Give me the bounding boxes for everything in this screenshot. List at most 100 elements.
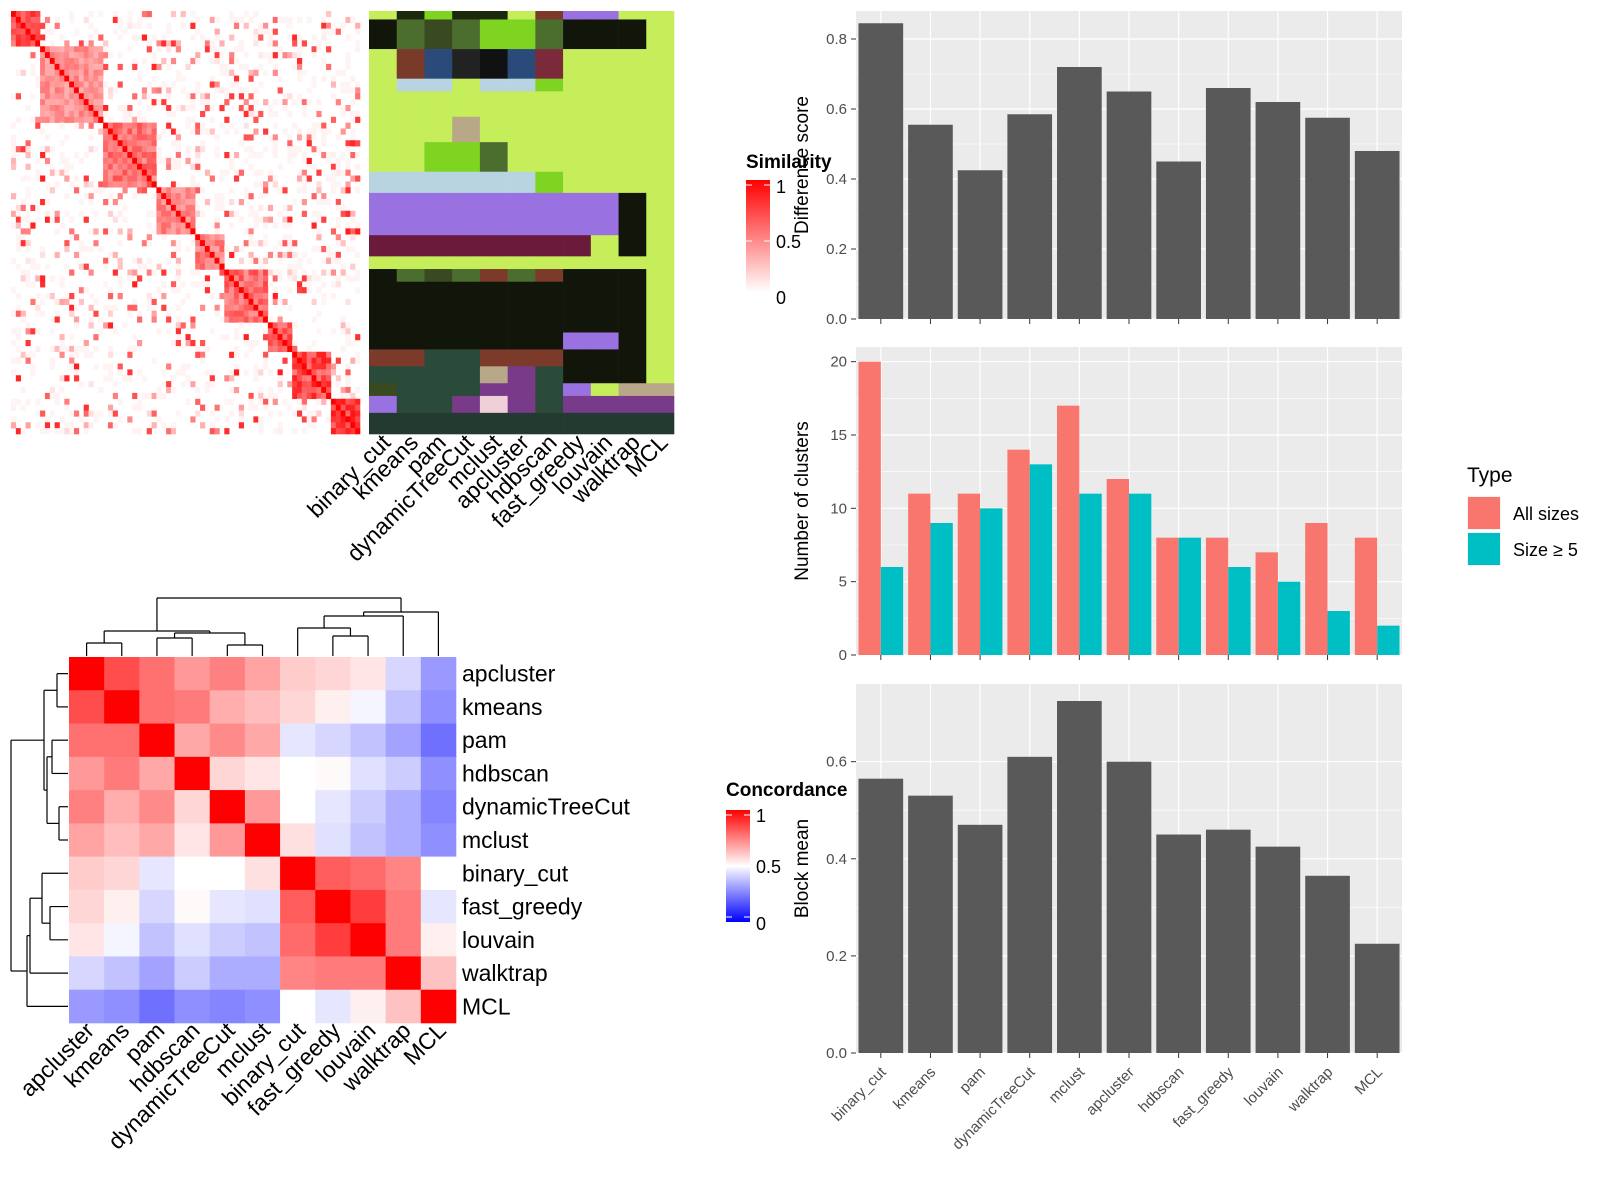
membership-cell bbox=[452, 49, 481, 79]
similarity-cell bbox=[11, 163, 17, 170]
similarity-cell bbox=[132, 140, 138, 147]
similarity-cell bbox=[35, 422, 41, 429]
similarity-cell bbox=[350, 392, 356, 400]
similarity-cell bbox=[93, 93, 99, 100]
similarity-cell bbox=[40, 87, 46, 94]
similarity-cell bbox=[59, 351, 65, 358]
similarity-cell bbox=[287, 140, 293, 147]
similarity-cell bbox=[248, 340, 254, 347]
membership-cell bbox=[479, 192, 508, 236]
similarity-cell bbox=[287, 234, 293, 241]
similarity-cell bbox=[316, 228, 322, 235]
similarity-cell bbox=[229, 310, 235, 317]
bar bbox=[1106, 479, 1129, 655]
similarity-cell bbox=[54, 316, 60, 323]
similarity-cell bbox=[301, 351, 307, 358]
similarity-heatmap bbox=[11, 11, 361, 435]
bar bbox=[1156, 537, 1179, 655]
similarity-cell bbox=[44, 157, 51, 165]
similarity-cell bbox=[93, 81, 99, 88]
similarity-cell bbox=[253, 298, 259, 306]
similarity-cell bbox=[103, 40, 109, 47]
similarity-cell bbox=[277, 240, 283, 247]
similarity-cell bbox=[253, 28, 259, 35]
similarity-cell bbox=[141, 146, 148, 153]
similarity-cell bbox=[127, 351, 133, 358]
similarity-cell bbox=[238, 287, 244, 294]
concordance-cell bbox=[244, 956, 281, 991]
similarity-cell bbox=[326, 416, 332, 423]
bar bbox=[908, 795, 953, 1053]
similarity-cell bbox=[355, 410, 361, 417]
similarity-cell bbox=[98, 246, 104, 253]
membership-cell bbox=[479, 269, 508, 283]
similarity-cell bbox=[282, 345, 288, 353]
similarity-cell bbox=[335, 134, 341, 141]
similarity-cell bbox=[311, 363, 317, 370]
similarity-cell bbox=[301, 398, 307, 405]
membership-cell bbox=[424, 395, 453, 414]
similarity-cell bbox=[166, 257, 172, 264]
similarity-cell bbox=[127, 310, 133, 317]
similarity-cell bbox=[103, 81, 109, 88]
similarity-cell bbox=[287, 345, 293, 353]
similarity-cell bbox=[59, 34, 65, 41]
similarity-cell bbox=[107, 175, 114, 182]
similarity-cell bbox=[224, 416, 230, 423]
similarity-cell bbox=[345, 105, 351, 112]
similarity-cell bbox=[243, 275, 249, 282]
membership-cell bbox=[646, 11, 675, 20]
membership-cell bbox=[396, 49, 425, 79]
similarity-cell bbox=[311, 340, 317, 347]
similarity-cell bbox=[204, 99, 211, 106]
similarity-cell bbox=[141, 392, 148, 400]
similarity-cell bbox=[175, 181, 181, 188]
similarity-cell bbox=[345, 334, 351, 341]
similarity-cell bbox=[209, 246, 215, 253]
similarity-cell bbox=[229, 93, 235, 100]
similarity-cell bbox=[292, 428, 298, 435]
similarity-cell bbox=[59, 375, 65, 382]
similarity-cell bbox=[88, 410, 94, 417]
similarity-cell bbox=[200, 110, 206, 118]
concordance-cell bbox=[385, 989, 422, 1024]
similarity-cell bbox=[54, 310, 60, 317]
similarity-cell bbox=[20, 351, 26, 358]
concordance-tick-0-5: 0.5 bbox=[756, 857, 781, 877]
similarity-cell bbox=[83, 152, 89, 159]
similarity-cell bbox=[15, 22, 21, 29]
similarity-cell bbox=[214, 263, 220, 270]
bar bbox=[1156, 834, 1201, 1053]
y-tick-label: 0.0 bbox=[826, 311, 847, 328]
similarity-cell bbox=[166, 387, 172, 394]
similarity-cell bbox=[258, 398, 264, 405]
similarity-cell bbox=[253, 375, 259, 382]
similarity-cell bbox=[296, 410, 303, 417]
similarity-cell bbox=[98, 387, 104, 394]
similarity-cell bbox=[321, 128, 327, 135]
similarity-cell bbox=[146, 175, 152, 182]
similarity-cell bbox=[243, 293, 249, 300]
similarity-cell bbox=[263, 328, 269, 335]
membership-cell bbox=[535, 49, 564, 79]
similarity-cell bbox=[98, 52, 104, 59]
similarity-cell bbox=[117, 63, 123, 71]
similarity-cell bbox=[103, 363, 109, 370]
similarity-cell bbox=[132, 181, 138, 188]
similarity-cell bbox=[59, 345, 65, 353]
membership-cell bbox=[590, 192, 619, 236]
similarity-cell bbox=[20, 428, 26, 435]
similarity-cell bbox=[326, 387, 332, 394]
similarity-cell bbox=[296, 63, 303, 71]
similarity-cell bbox=[306, 16, 312, 24]
similarity-cell bbox=[180, 193, 186, 200]
similarity-cell bbox=[44, 58, 51, 65]
similarity-cell bbox=[170, 11, 177, 18]
similarity-cell bbox=[296, 52, 303, 59]
similarity-cell bbox=[267, 281, 274, 288]
similarity-cell bbox=[146, 392, 152, 400]
similarity-cell bbox=[326, 357, 332, 364]
similarity-cell bbox=[107, 210, 114, 217]
similarity-cell bbox=[248, 392, 254, 400]
similarity-cell bbox=[83, 175, 89, 182]
